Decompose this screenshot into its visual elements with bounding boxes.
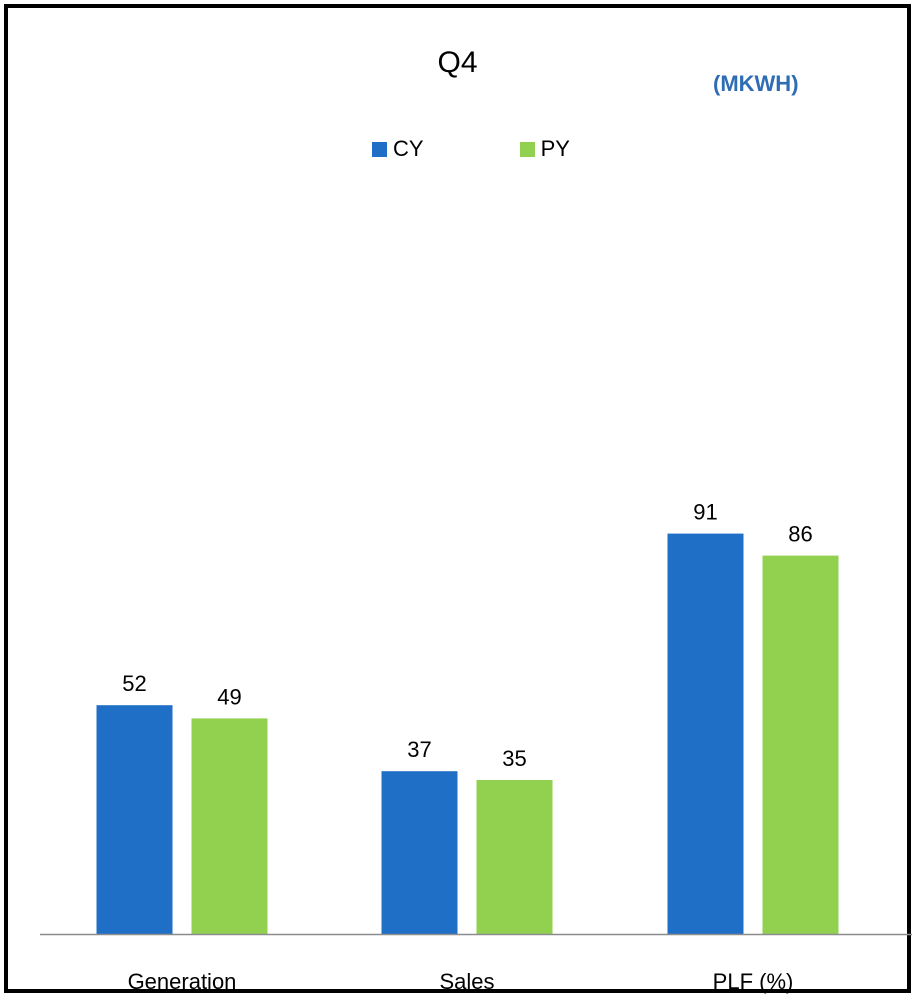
data-label-plf-py: 86: [788, 522, 812, 547]
data-label-sales-py: 35: [502, 746, 526, 771]
legend-label-cy: CY: [393, 136, 424, 161]
chart-legend: CY PY: [372, 136, 570, 162]
category-label-sales: Sales: [439, 969, 494, 994]
category-label-plf: PLF (%): [713, 969, 794, 994]
bar-sales-py: [476, 780, 553, 934]
bar-plf-py: [762, 555, 839, 934]
bar-sales-cy: [381, 771, 458, 934]
bar-plf-cy: [667, 533, 744, 934]
data-label-generation-cy: 52: [122, 671, 146, 696]
legend-label-py: PY: [540, 136, 570, 161]
chart-title: Q4: [437, 46, 478, 79]
data-label-sales-cy: 37: [407, 737, 431, 762]
bar-generation-py: [191, 718, 268, 934]
legend-swatch-cy: [372, 141, 387, 157]
data-label-generation-py: 49: [217, 684, 241, 709]
legend-swatch-py: [519, 141, 535, 157]
data-label-plf-cy: 91: [693, 500, 717, 525]
bar-generation-cy: [96, 705, 173, 934]
legend-item-cy: CY: [372, 136, 424, 162]
chart-unit-label: (MKWH): [713, 71, 799, 96]
legend-item-py: PY: [519, 136, 570, 162]
category-label-generation: Generation: [128, 969, 237, 994]
